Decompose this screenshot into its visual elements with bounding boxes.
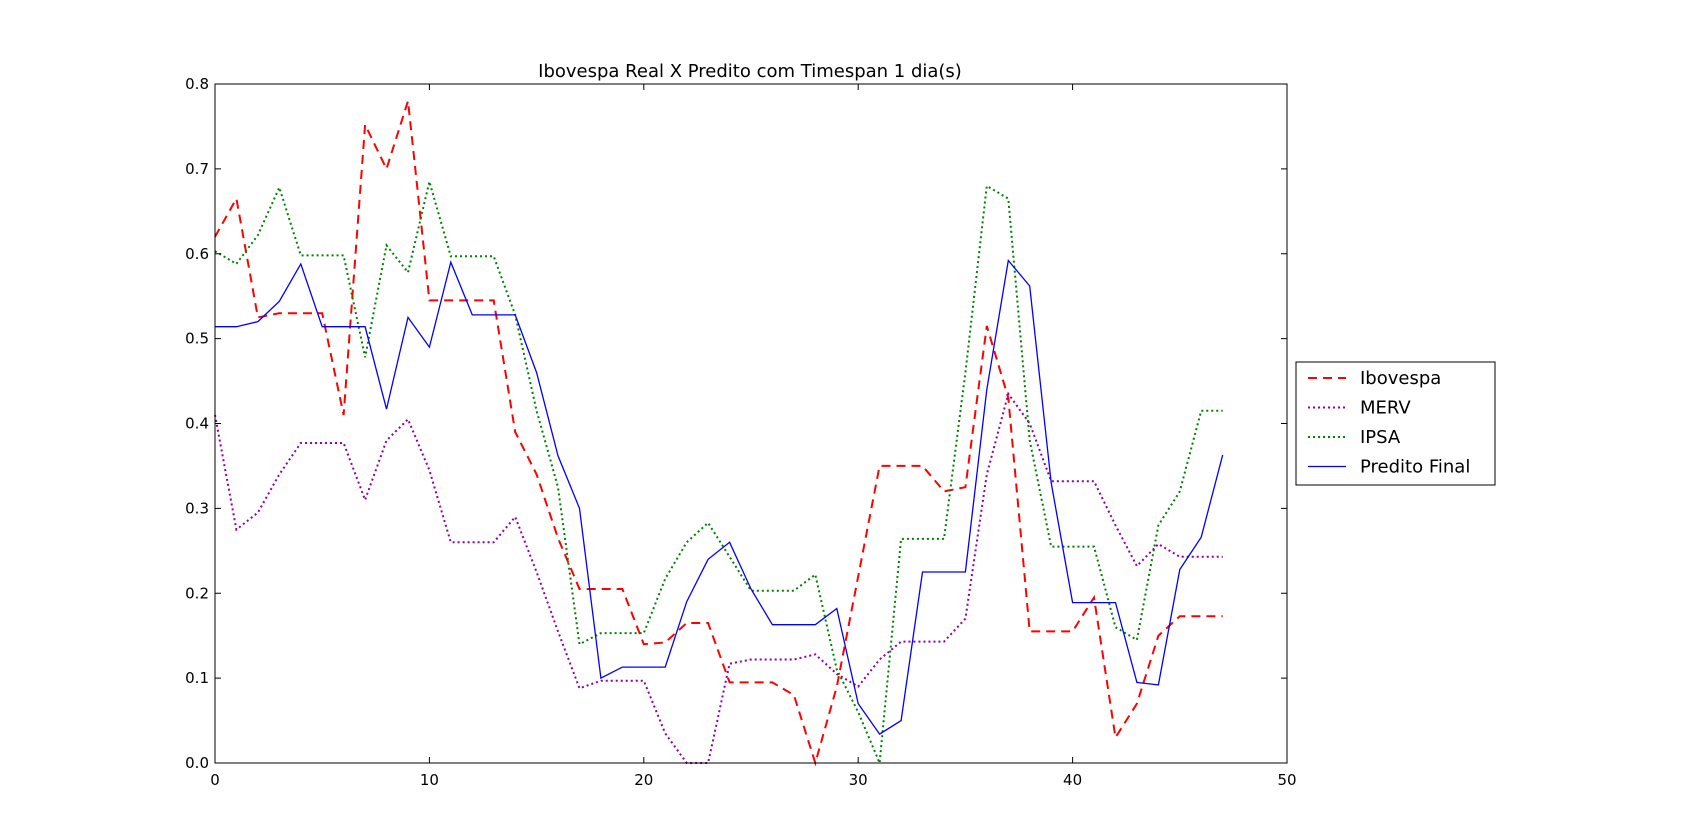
legend-label-2: IPSA (1360, 427, 1401, 448)
y-tick-label: 0.1 (185, 669, 209, 687)
legend-label-1: MERV (1360, 398, 1411, 419)
series-line-3 (215, 259, 1224, 735)
series-line-2 (214, 177, 1223, 764)
x-tick-label: 50 (1277, 771, 1296, 789)
x-tick-label: 40 (1063, 771, 1082, 789)
x-tick-label: 0 (210, 771, 220, 789)
series-line-0 (214, 100, 1223, 767)
series-layer (214, 100, 1224, 767)
legend-label-3: Predito Final (1360, 457, 1470, 478)
x-tick-label: 20 (634, 771, 653, 789)
x-tick-label: 10 (420, 771, 439, 789)
legend-box (1295, 361, 1496, 486)
y-tick-label: 0.2 (185, 584, 209, 602)
y-tick-label: 0.7 (185, 160, 209, 178)
y-tick-label: 0.3 (185, 499, 209, 517)
legend: Ibovespa MERV IPSA Predito Final (1295, 361, 1496, 486)
x-tick-label: 30 (849, 771, 868, 789)
y-tick-label: 0.4 (185, 415, 209, 433)
plot-frame (214, 83, 1288, 764)
plot-area (215, 84, 1287, 763)
y-tick-label: 0.5 (185, 330, 209, 348)
legend-label-0: Ibovespa (1360, 368, 1441, 389)
y-tick-label: 0.8 (185, 75, 209, 93)
axes-layer: 0 10 20 30 40 50 0.0 0.1 0.2 0.3 0.4 0.5 0.6 0.7 0.8 (185, 75, 1296, 789)
y-tick-label: 0.6 (185, 245, 209, 263)
chart-title: Ibovespa Real X Predito com Timespan 1 d… (538, 61, 962, 82)
y-tick-label: 0.0 (185, 754, 209, 772)
